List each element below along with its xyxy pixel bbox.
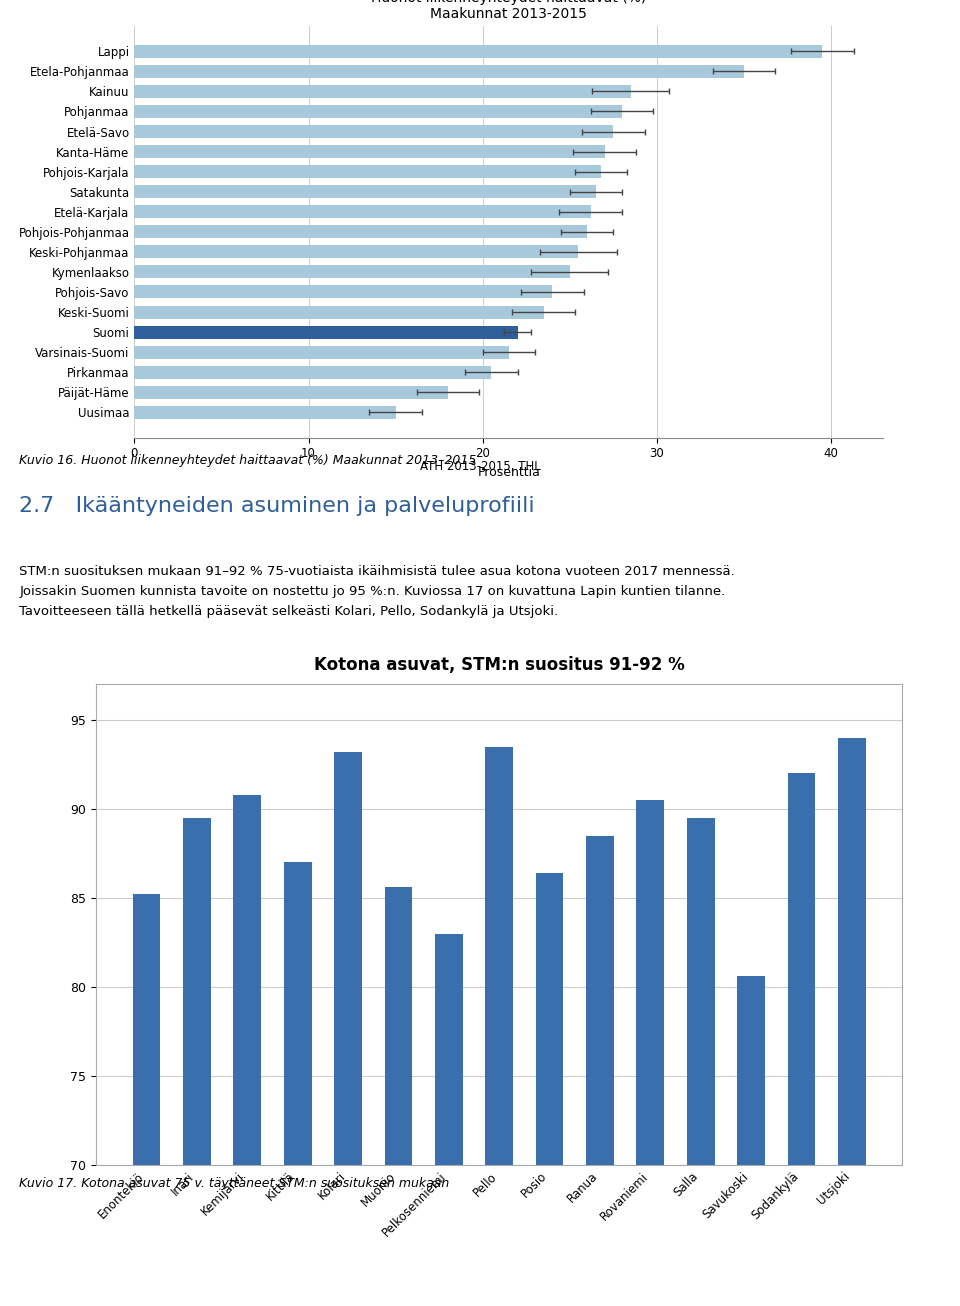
Bar [134,125,613,138]
Bar [536,872,564,1306]
Bar [587,836,613,1306]
Bar [134,104,622,118]
Text: Kuvio 17. Kotona asuvat 75 v. täyttäneet STM:n suosituksen mukaan: Kuvio 17. Kotona asuvat 75 v. täyttäneet… [19,1177,449,1190]
Bar [435,934,463,1306]
Bar [134,246,579,259]
X-axis label: Prosenttia: Prosenttia [477,466,540,479]
Text: 2.7   Ikääntyneiden asuminen ja palveluprofiili: 2.7 Ikääntyneiden asuminen ja palvelupro… [19,496,535,516]
Text: ATH 2013-2015, THL: ATH 2013-2015, THL [420,460,540,473]
Bar [134,145,605,158]
Bar [132,895,160,1306]
Bar [134,44,823,57]
Bar [134,226,588,238]
Bar [334,752,362,1306]
Bar [385,887,412,1306]
Bar [636,801,664,1306]
Bar [737,977,765,1306]
Title: Huonot liikenneyhteydet haittaavat (%)
Maakunnat 2013-2015: Huonot liikenneyhteydet haittaavat (%) M… [372,0,646,21]
Text: STM:n suosituksen mukaan 91–92 % 75-vuotiaista ikäihmisistä tulee asua kotona vu: STM:n suosituksen mukaan 91–92 % 75-vuot… [19,565,735,619]
Bar [134,85,631,98]
Bar [687,818,714,1306]
Bar [134,366,492,379]
Bar [486,747,513,1306]
Bar [183,818,211,1306]
Bar [134,385,448,398]
Bar [134,325,517,338]
Bar [134,346,509,359]
Bar [134,406,396,419]
Bar [284,862,311,1306]
Bar [134,185,596,199]
Bar [134,65,744,78]
Bar [134,286,552,299]
Bar [787,773,815,1306]
Bar [134,306,543,319]
Text: Kuvio 16. Huonot liikenneyhteydet haittaavat (%) Maakunnat 2013–2015: Kuvio 16. Huonot liikenneyhteydet haitta… [19,454,476,468]
Bar [134,205,590,218]
Title: Kotona asuvat, STM:n suositus 91-92 %: Kotona asuvat, STM:n suositus 91-92 % [314,657,684,674]
Bar [134,165,601,178]
Bar [233,795,261,1306]
Bar [838,738,866,1306]
Bar [134,265,569,278]
